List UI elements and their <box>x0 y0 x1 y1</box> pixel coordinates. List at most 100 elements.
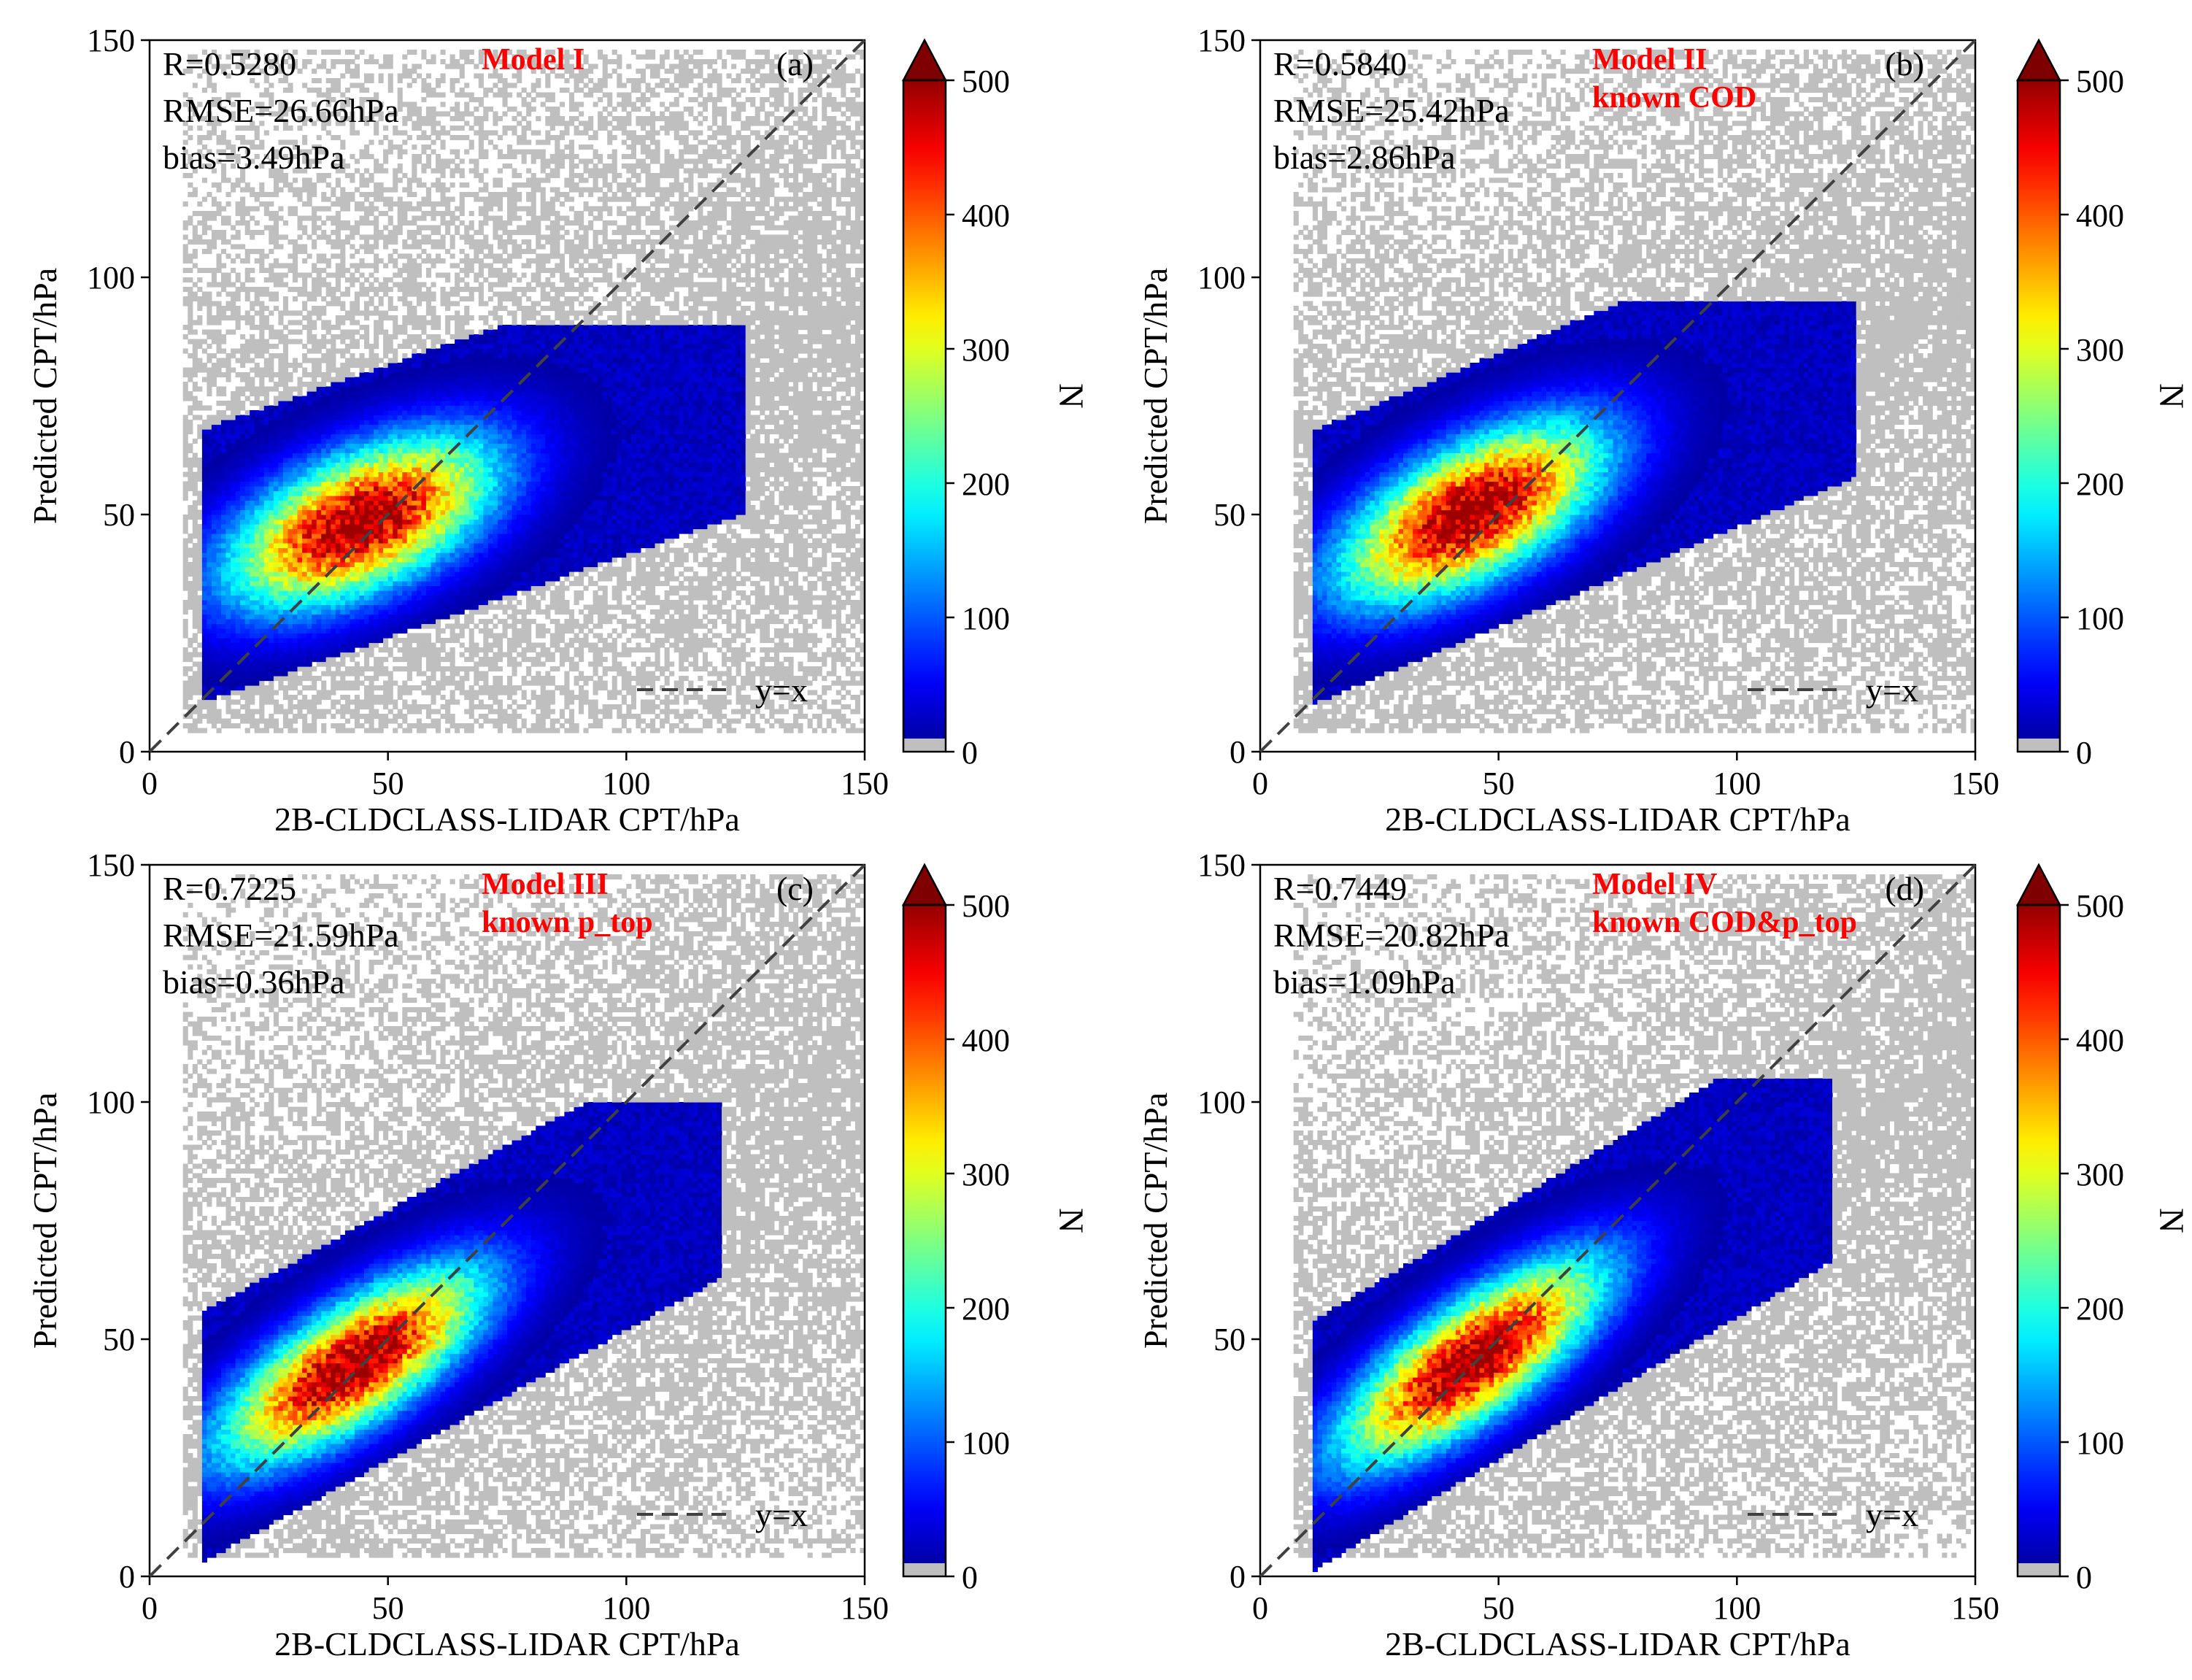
model-title: known COD&p_top <box>1592 906 1857 939</box>
plot-frame <box>1259 39 1977 753</box>
legend-label: y=x <box>755 671 808 709</box>
stat-text: bias=0.36hPa <box>163 963 345 1001</box>
colorbar: 0 100 200 300 400 500 N <box>901 863 1090 1595</box>
colorbar-tick-label: 100 <box>2076 1425 2124 1461</box>
model-title: known COD <box>1592 81 1756 115</box>
y-tick-label: 100 <box>87 260 135 296</box>
x-tick-label: 50 <box>1483 766 1515 801</box>
x-tick-label: 50 <box>1483 1590 1515 1626</box>
colorbar-tick-label: 0 <box>2076 1560 2092 1595</box>
stat-text: R=0.7449 <box>1273 870 1407 907</box>
x-tick-label: 150 <box>841 1590 889 1626</box>
reference-line <box>1259 39 1977 753</box>
colorbar-tick-label: 400 <box>962 198 1010 234</box>
colorbar-label: N <box>2152 1208 2191 1233</box>
colorbar-tick-label: 300 <box>2076 332 2124 368</box>
x-tick-label: 50 <box>372 1590 404 1626</box>
panel-label: (d) <box>1885 870 1924 907</box>
stat-text: bias=2.86hPa <box>1273 139 1456 176</box>
colorbar-tick-label: 200 <box>2076 466 2124 502</box>
stat-text: bias=3.49hPa <box>163 139 345 176</box>
x-axis-label: 2B-CLDCLASS-LIDAR CPT/hPa <box>1385 801 1851 838</box>
colorbar-label: N <box>1051 1208 1090 1233</box>
x-tick-label: 0 <box>1252 766 1268 801</box>
colorbar-label: N <box>1051 383 1090 409</box>
colorbar: 0 100 200 300 400 500 N <box>2015 863 2191 1595</box>
stat-text: R=0.7225 <box>163 870 296 907</box>
colorbar-tick-label: 200 <box>2076 1291 2124 1327</box>
stat-text: R=0.5840 <box>1273 45 1407 82</box>
panel-d: 0 50 100 150 0 50 100 150 2B-CLDCLASS-LIDAR CPT/… <box>1137 847 2191 1662</box>
model-title: known p_top <box>482 906 653 939</box>
colorbar: 0 100 200 300 400 500 N <box>2015 38 2191 771</box>
colorbar-extend-arrow <box>2015 863 2062 906</box>
y-axis-label: Predicted CPT/hPa <box>26 268 63 524</box>
x-tick-label: 50 <box>372 766 404 801</box>
reference-line <box>148 863 866 1578</box>
colorbar-extend-arrow <box>901 38 948 82</box>
density-bins <box>182 50 865 733</box>
stat-text: RMSE=25.42hPa <box>1273 92 1510 129</box>
colorbar-tick-label: 200 <box>962 1291 1010 1327</box>
y-tick-label: 50 <box>103 1322 135 1357</box>
x-tick-label: 100 <box>1713 766 1761 801</box>
plot-frame <box>148 39 866 753</box>
y-tick-label: 50 <box>103 497 135 533</box>
stat-text: R=0.5280 <box>163 45 296 82</box>
stat-text: RMSE=21.59hPa <box>163 917 399 954</box>
colorbar-tick-label: 0 <box>962 1560 978 1595</box>
colorbar-tick-label: 400 <box>962 1022 1010 1058</box>
y-tick-label: 0 <box>1230 1559 1246 1595</box>
colorbar-tick-label: 0 <box>2076 735 2092 771</box>
colorbar-tick-label: 400 <box>2076 198 2124 234</box>
y-tick-label: 150 <box>87 847 135 883</box>
reference-line <box>148 39 866 753</box>
colorbar: 0 100 200 300 400 500 N <box>901 38 1090 771</box>
model-title: Model II <box>1592 43 1707 77</box>
colorbar-tick-label: 100 <box>2076 601 2124 636</box>
density-bins <box>1293 50 1975 733</box>
reference-line <box>1259 863 1977 1578</box>
x-tick-label: 100 <box>602 766 650 801</box>
panel-c: 0 50 100 150 0 50 100 150 2B-CLDCLASS-LIDAR CPT/… <box>26 847 1090 1662</box>
model-title: Model I <box>482 43 584 77</box>
colorbar-tick-label: 100 <box>962 1425 1010 1461</box>
plot-frame <box>1259 863 1977 1578</box>
colorbar-tick-label: 300 <box>962 332 1010 368</box>
y-tick-label: 100 <box>1197 1084 1246 1120</box>
x-tick-label: 150 <box>1951 1590 1999 1626</box>
y-tick-label: 150 <box>87 23 135 58</box>
plot-frame <box>148 863 866 1578</box>
x-tick-label: 0 <box>142 1590 158 1626</box>
y-axis-label: Predicted CPT/hPa <box>26 1093 63 1349</box>
y-tick-label: 50 <box>1213 1322 1246 1357</box>
panel-label: (c) <box>776 870 814 907</box>
colorbar-tick-label: 500 <box>962 888 1010 924</box>
density-bins <box>182 874 865 1563</box>
panel-label: (a) <box>776 45 814 82</box>
y-tick-label: 50 <box>1213 497 1246 533</box>
colorbar-extend-arrow <box>2015 38 2062 82</box>
legend-label: y=x <box>1866 671 1918 709</box>
y-axis-label: Predicted CPT/hPa <box>1137 268 1174 524</box>
colorbar-tick-label: 300 <box>2076 1157 2124 1192</box>
x-tick-label: 100 <box>1713 1590 1761 1626</box>
x-axis-label: 2B-CLDCLASS-LIDAR CPT/hPa <box>1385 1625 1851 1662</box>
y-tick-label: 150 <box>1197 847 1246 883</box>
x-tick-label: 0 <box>142 766 158 801</box>
y-tick-label: 0 <box>1230 734 1246 770</box>
x-axis-label: 2B-CLDCLASS-LIDAR CPT/hPa <box>274 1625 740 1662</box>
y-tick-label: 100 <box>87 1084 135 1120</box>
colorbar-tick-label: 500 <box>962 63 1010 99</box>
y-tick-label: 0 <box>119 734 135 770</box>
y-tick-label: 0 <box>119 1559 135 1595</box>
x-tick-label: 0 <box>1252 1590 1268 1626</box>
x-axis-label: 2B-CLDCLASS-LIDAR CPT/hPa <box>274 801 740 838</box>
model-title: Model III <box>482 868 609 901</box>
density-bins <box>1293 874 1975 1573</box>
stat-text: RMSE=20.82hPa <box>1273 917 1510 954</box>
colorbar-tick-label: 100 <box>962 601 1010 636</box>
y-axis-label: Predicted CPT/hPa <box>1137 1093 1174 1349</box>
colorbar-tick-label: 0 <box>962 735 978 771</box>
